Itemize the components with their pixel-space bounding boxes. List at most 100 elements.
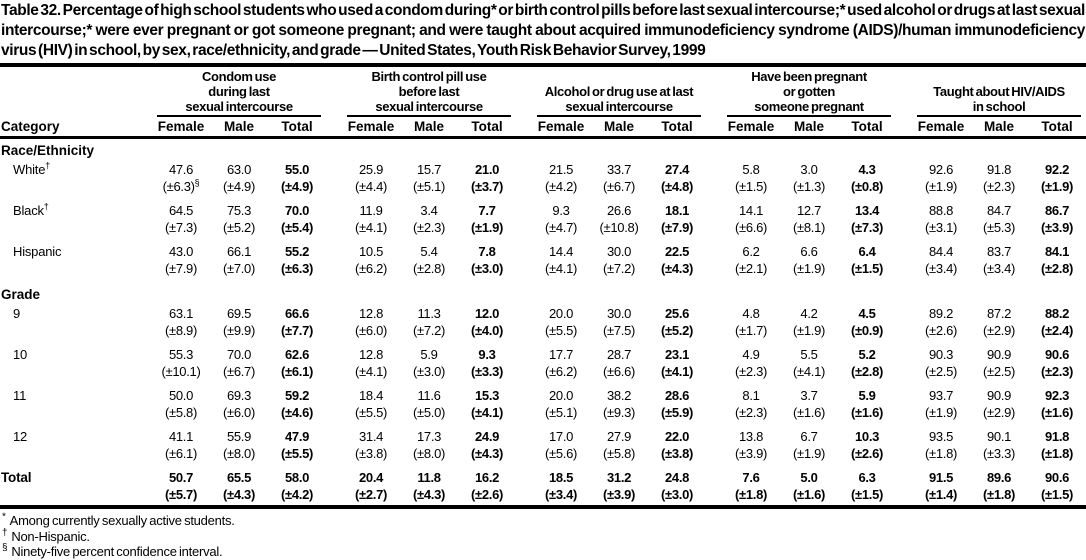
ci-value: (±7.2) <box>602 261 636 276</box>
ci-cell: (±3.8) <box>342 445 400 468</box>
ci-cell: (±5.5) <box>532 322 590 345</box>
ci-cell: (±4.1) <box>458 404 516 427</box>
column-spacer <box>326 445 342 468</box>
value-cell: 93.5 <box>928 429 954 444</box>
ci-cell: (±8.0) <box>400 445 458 468</box>
footnote: † Non-Hispanic. <box>2 528 1086 545</box>
ci-value: (±6.2) <box>354 261 388 276</box>
column-spacer <box>896 322 912 345</box>
column-spacer <box>706 219 722 242</box>
ci-cell: (±3.9) <box>722 445 780 468</box>
ci-value: (±1.6) <box>850 405 884 420</box>
ci-value: (±1.9) <box>925 179 958 194</box>
value-cell: 55.9 <box>226 429 252 444</box>
ci-value: (±1.5) <box>850 261 884 276</box>
column-spacer <box>896 468 912 486</box>
ci-cell: (±2.7) <box>342 486 400 505</box>
ci-cell: (±3.8) <box>648 445 706 468</box>
value-cell: 5.9 <box>858 388 876 403</box>
column-spacer <box>896 345 912 363</box>
ci-value: (±1.5) <box>1041 487 1074 502</box>
value-cell: 30.0 <box>606 306 632 321</box>
ci-cell: (±6.3) <box>268 260 326 283</box>
column-spacer <box>896 445 912 468</box>
ci-value: (±3.3) <box>983 446 1016 461</box>
ci-value: (±4.3) <box>470 446 504 461</box>
value-cell: 84.4 <box>928 244 954 259</box>
ci-cell: (±4.3) <box>648 260 706 283</box>
value-cell: 6.2 <box>742 244 760 259</box>
value-cell: 38.2 <box>606 388 632 403</box>
column-spacer <box>516 178 532 201</box>
column-spacer <box>326 486 342 505</box>
column-group-label: Alcohol or drug use at last sexual interc… <box>537 84 702 117</box>
ci-cell: (±5.5) <box>342 404 400 427</box>
value-cell: 20.0 <box>548 388 574 403</box>
ci-value: (±3.4) <box>983 261 1016 276</box>
ci-value: (±2.1) <box>734 261 768 276</box>
value-cell: 66.1 <box>226 244 252 259</box>
column-spacer <box>516 219 532 242</box>
value-cell: 10.5 <box>358 244 384 259</box>
value-cell: 12.8 <box>358 306 384 321</box>
column-group-label-line: someone pregnant <box>754 99 864 114</box>
ci-value: (±1.8) <box>925 446 958 461</box>
value-cell: 90.3 <box>928 347 954 362</box>
column-group-label-line: during last <box>208 84 270 99</box>
ci-cell: (±4.0) <box>458 322 516 345</box>
ci-cell: (±4.1) <box>342 219 400 242</box>
ci-value: (±2.3) <box>734 364 768 379</box>
ci-value: (±5.2) <box>660 323 694 338</box>
column-spacer <box>326 468 342 486</box>
row-category-label: Total <box>1 470 32 485</box>
ci-value: (±1.4) <box>925 487 958 502</box>
value-cell: 69.3 <box>226 388 252 403</box>
ci-value: (±2.8) <box>1041 261 1074 276</box>
column-spacer <box>896 304 912 322</box>
value-cell: 33.7 <box>606 162 632 177</box>
ci-cell: (±2.3) <box>970 178 1028 201</box>
column-spacer <box>516 386 532 404</box>
ci-value: (±1.9) <box>792 323 826 338</box>
ci-value: (±3.4) <box>544 487 578 502</box>
value-cell: 12.8 <box>358 347 384 362</box>
ci-value: (±1.7) <box>734 323 768 338</box>
ci-cell: (±5.4) <box>268 219 326 242</box>
category-column-header: Category <box>0 117 152 139</box>
ci-value: (±7.3) <box>850 220 884 235</box>
row-category: 12 <box>0 427 152 468</box>
ci-cell: (±6.1) <box>152 445 210 468</box>
ci-value: (±2.3) <box>734 405 768 420</box>
value-cell: 6.4 <box>858 244 876 259</box>
value-cell: 24.8 <box>664 470 690 485</box>
value-cell: 5.9 <box>420 347 438 362</box>
ci-value: (±1.9) <box>470 220 504 235</box>
value-cell: 16.2 <box>474 470 500 485</box>
footnote: § Ninety-five percent confidence interval… <box>2 543 1086 560</box>
ci-cell: (±2.9) <box>970 322 1028 345</box>
value-cell: 65.5 <box>226 470 252 485</box>
value-cell: 9.3 <box>478 347 496 362</box>
ci-cell: (±6.6) <box>590 363 648 386</box>
ci-value: (±3.3) <box>470 364 504 379</box>
page-title: Table 32. Percentage of high school stud… <box>1 2 1085 59</box>
ci-cell: (±2.3) <box>722 404 780 427</box>
ci-value: (±1.5) <box>734 179 768 194</box>
column-spacer <box>326 178 342 201</box>
ci-cell: (±2.3) <box>1028 363 1086 386</box>
column-group-label-line: sexual intercourse <box>185 99 293 114</box>
column-spacer <box>516 160 532 178</box>
ci-cell: (±4.1) <box>780 363 838 386</box>
ci-value: (±6.2) <box>544 364 578 379</box>
title-divider-rule <box>0 63 1086 67</box>
ci-cell: (±5.6) <box>532 445 590 468</box>
value-cell: 3.7 <box>800 388 818 403</box>
ci-value: (±0.9) <box>850 323 884 338</box>
column-spacer <box>706 322 722 345</box>
ci-value: (±1.8) <box>1041 446 1074 461</box>
value-cell: 47.6 <box>168 162 194 177</box>
value-cell: 11.6 <box>417 388 441 403</box>
value-cell: 64.5 <box>168 203 194 218</box>
ci-value: (±4.3) <box>660 261 694 276</box>
row-category: White† <box>0 160 152 201</box>
